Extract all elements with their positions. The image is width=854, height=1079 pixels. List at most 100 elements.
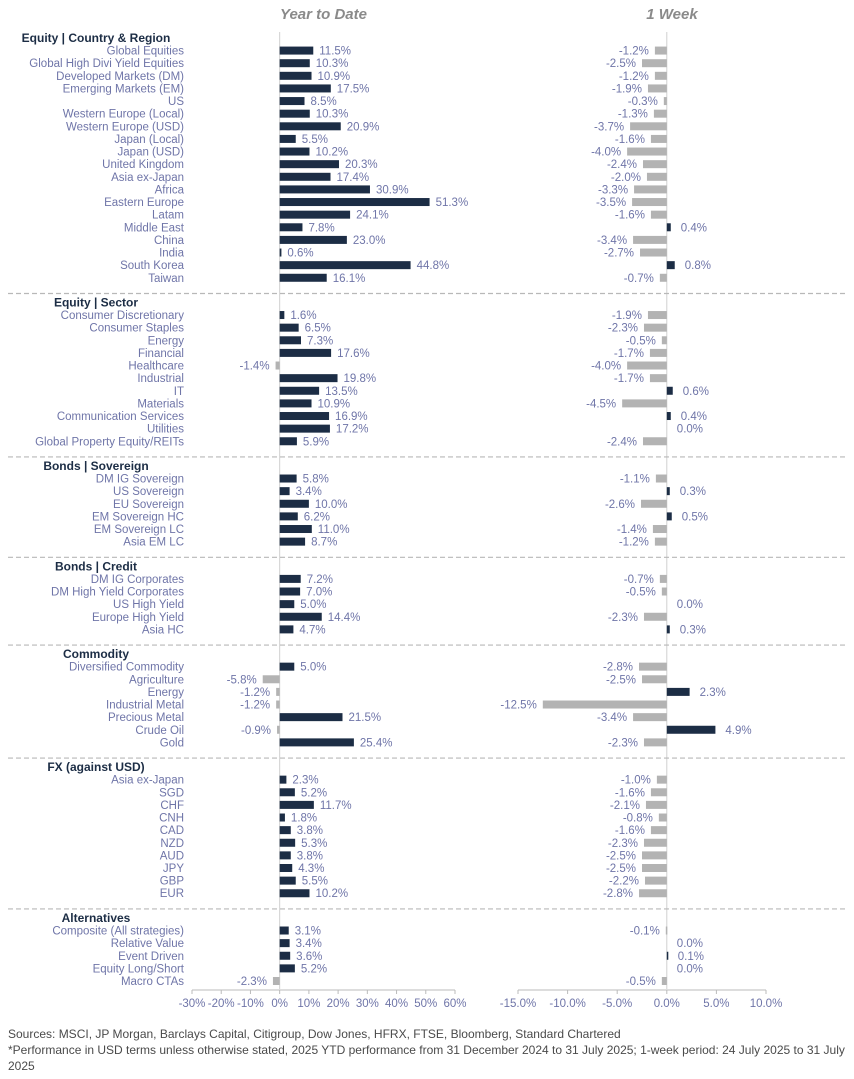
row-label: EU Sovereign (113, 499, 184, 511)
week-tick-label: -5.0% (602, 998, 632, 1010)
week-value-label: 0.1% (678, 951, 704, 963)
week-tick-label: 10.0% (750, 998, 783, 1010)
week-bar (639, 662, 667, 671)
week-bar (666, 487, 670, 496)
ytd-bar (279, 964, 295, 973)
ytd-bar (279, 512, 298, 521)
ytd-bar (279, 84, 331, 93)
row-label: Materials (137, 398, 184, 410)
week-value-label: -1.6% (615, 210, 645, 222)
row-label: US High Yield (113, 599, 184, 611)
row-label: Taiwan (148, 273, 184, 285)
ytd-value-label: 3.4% (296, 486, 322, 498)
week-value-label: -2.0% (611, 172, 641, 184)
ytd-bar (279, 876, 296, 885)
week-value-label: -0.5% (626, 976, 656, 988)
week-bar (643, 612, 667, 621)
ytd-bar (279, 424, 330, 433)
row-label: Asia EM LC (123, 537, 184, 549)
ytd-value-label: 10.2% (315, 888, 348, 900)
row-label: Global Property Equity/REITs (35, 436, 184, 448)
week-bar (622, 399, 667, 408)
week-bar (666, 512, 672, 521)
ytd-value-label: 44.8% (417, 260, 450, 272)
row-label: CNH (159, 813, 184, 825)
ytd-tick-label: -10% (237, 998, 264, 1010)
ytd-bar (277, 725, 280, 734)
ytd-value-label: 10.0% (315, 499, 348, 511)
ytd-value-label: 1.8% (291, 813, 317, 825)
ytd-bar (279, 399, 312, 408)
row-label: Developed Markets (DM) (56, 71, 184, 83)
ytd-bar (279, 172, 331, 181)
row-label: CAD (160, 825, 184, 837)
week-value-label: -1.6% (615, 134, 645, 146)
ytd-bar (279, 109, 310, 118)
week-value-label: 0.3% (680, 486, 706, 498)
week-value-label: -0.5% (626, 587, 656, 599)
ytd-value-label: 3.8% (297, 850, 323, 862)
week-value-label: -2.5% (606, 850, 636, 862)
row-label: Gold (160, 737, 184, 749)
ytd-value-label: 0.6% (287, 248, 313, 260)
ytd-value-label: 11.5% (319, 46, 351, 58)
ytd-tick-label: 10% (297, 998, 320, 1010)
row-label: Financial (138, 348, 184, 360)
ytd-value-label: 17.2% (336, 424, 369, 436)
ytd-value-label: 7.2% (307, 574, 333, 586)
week-bar (643, 838, 667, 847)
ytd-value-label: 8.7% (311, 537, 337, 549)
ytd-value-label: 10.2% (315, 147, 348, 159)
row-label: India (159, 248, 185, 260)
ytd-bar (279, 374, 338, 383)
week-bar (654, 71, 667, 80)
week-bar (630, 122, 667, 131)
ytd-bar (279, 248, 282, 257)
group-heading: Bonds | Sovereign (43, 459, 148, 473)
ytd-bar (279, 386, 320, 395)
ytd-bar (279, 813, 285, 822)
ytd-tick-label: -30% (179, 998, 206, 1010)
group-heading: Bonds | Credit (55, 559, 137, 573)
row-label: Utilities (147, 424, 184, 436)
week-bar (634, 185, 667, 194)
ytd-bar (279, 612, 322, 621)
week-value-label: -0.3% (628, 96, 658, 108)
ytd-value-label: -1.4% (240, 361, 270, 373)
ytd-value-label: 21.5% (348, 712, 381, 724)
week-bar (542, 700, 667, 709)
week-bar (666, 223, 671, 232)
row-label: Africa (155, 184, 185, 196)
week-value-label: -0.5% (626, 335, 656, 347)
row-label: NZD (160, 838, 184, 850)
row-label: Relative Value (111, 938, 184, 950)
week-value-label: -1.7% (614, 373, 644, 385)
row-label: Precious Metal (108, 712, 184, 724)
week-value-label: -3.4% (597, 235, 627, 247)
ytd-value-label: 16.9% (335, 411, 368, 423)
week-value-label: -1.1% (620, 474, 650, 486)
row-label: Composite (All strategies) (52, 926, 184, 938)
ytd-bar (279, 185, 370, 194)
group-heading: Alternatives (62, 911, 131, 925)
row-label: Consumer Staples (89, 323, 184, 335)
week-value-label: -3.3% (598, 184, 628, 196)
ytd-bar (279, 487, 290, 496)
week-bar (661, 587, 667, 596)
ytd-value-label: 51.3% (436, 197, 469, 209)
week-value-label: -0.7% (624, 574, 654, 586)
ytd-bar (279, 198, 430, 207)
week-bar (650, 134, 667, 143)
week-bar (642, 437, 667, 446)
week-bar (627, 147, 667, 156)
row-label: Global High Divi Yield Equities (29, 58, 184, 70)
ytd-bar (279, 122, 341, 131)
ytd-tick-label: -20% (208, 998, 235, 1010)
ytd-value-label: 23.0% (353, 235, 386, 247)
ytd-bar (279, 864, 293, 873)
ytd-tick-label: 50% (414, 998, 437, 1010)
week-value-label: -4.0% (591, 361, 621, 373)
ytd-bar (279, 323, 299, 332)
ytd-bar (279, 525, 312, 534)
ytd-value-label: 5.9% (303, 436, 329, 448)
